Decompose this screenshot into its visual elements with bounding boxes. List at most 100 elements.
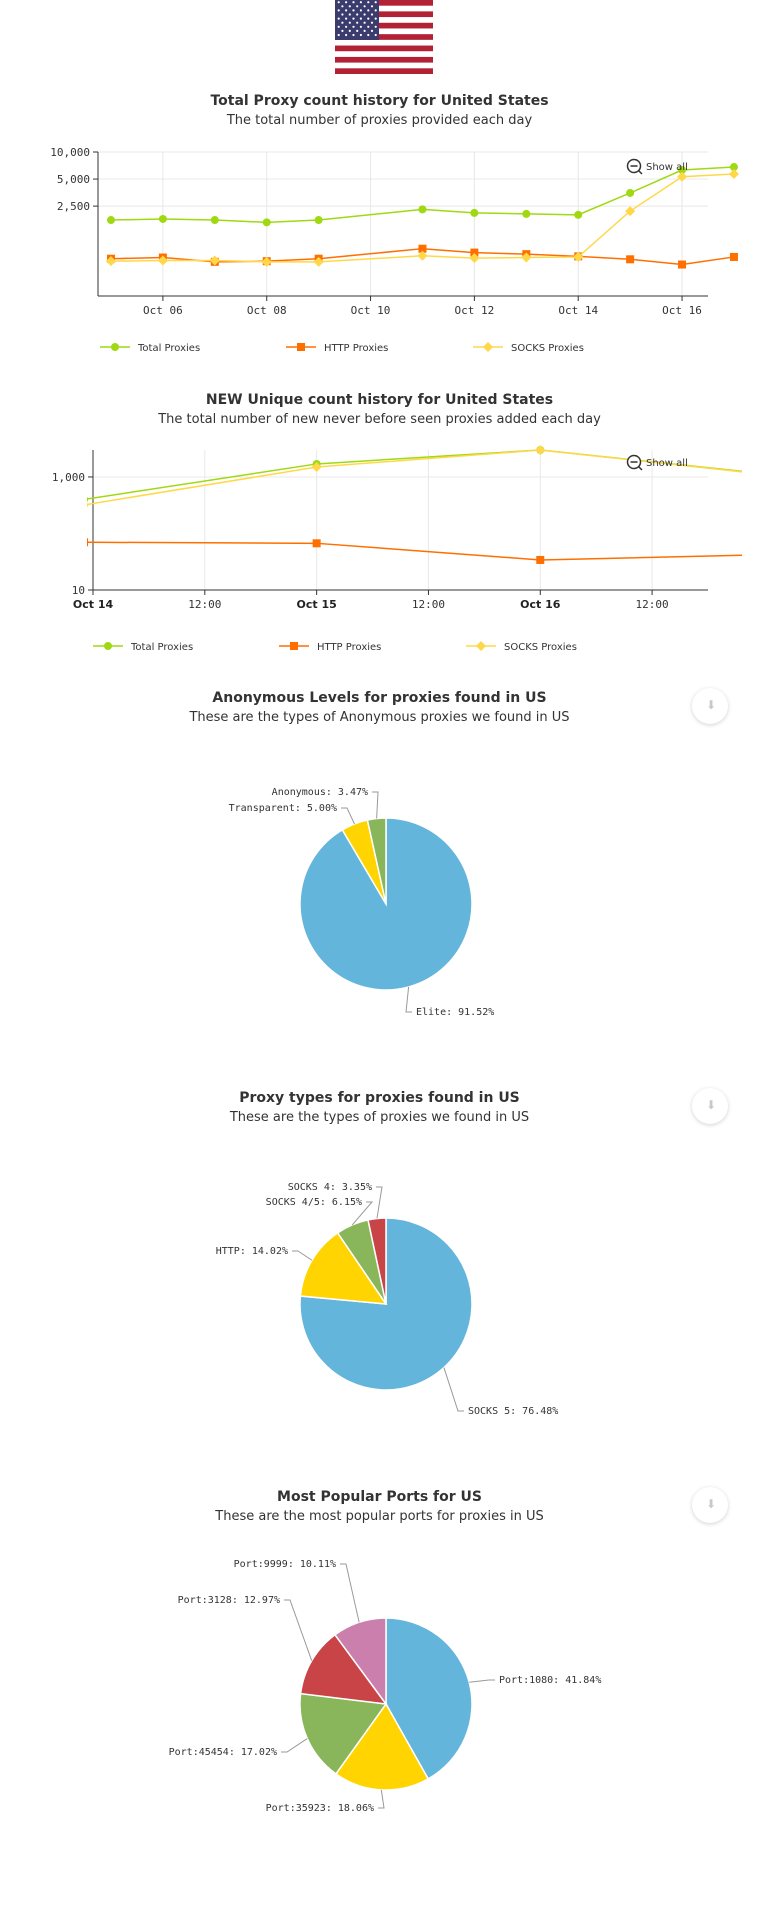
pie-slice-yellow[interactable] bbox=[299, 1231, 388, 1305]
flag-stripe bbox=[335, 5, 433, 12]
flag-star bbox=[359, 17, 362, 20]
pie-connector bbox=[405, 986, 412, 1013]
flag-star bbox=[374, 17, 377, 20]
pie-connector bbox=[341, 807, 355, 825]
pie1-subtitle: These are the types of Anonymous proxies… bbox=[189, 710, 570, 725]
pie-connector bbox=[372, 791, 379, 819]
x-tick-label: Oct 16 bbox=[662, 304, 702, 317]
legend-item-total[interactable]: Total Proxies bbox=[93, 642, 193, 653]
show-all-label: Show all bbox=[646, 162, 688, 173]
total-proxy-line-chart: 10,000 5,000 2,500 Oct 06 Oct 08 Oct 10 Oct 12… bbox=[50, 146, 739, 354]
pie3-download-button[interactable]: ⬇ bbox=[692, 1487, 728, 1523]
flag-star bbox=[367, 33, 370, 37]
data-point-socks bbox=[728, 168, 739, 179]
pie-connector bbox=[376, 1186, 383, 1219]
legend-item-total[interactable]: Total Proxies bbox=[100, 343, 200, 354]
pie-slice-blue[interactable] bbox=[385, 1617, 473, 1780]
flag-star bbox=[345, 1, 348, 4]
flag-star bbox=[352, 17, 355, 20]
flag-stripe bbox=[335, 51, 433, 58]
series-line-socks bbox=[110, 173, 734, 263]
pie2-download-button[interactable]: ⬇ bbox=[692, 1088, 728, 1124]
data-point-total bbox=[158, 214, 167, 223]
data-point-socks bbox=[417, 250, 428, 261]
pie-connector bbox=[378, 1789, 385, 1809]
flag-star bbox=[367, 1, 370, 4]
x-tick-label: Oct 08 bbox=[247, 304, 287, 317]
pie-connector bbox=[281, 1738, 308, 1753]
pie-connector bbox=[292, 1250, 313, 1261]
data-point-http bbox=[418, 244, 427, 253]
flag-star bbox=[374, 9, 377, 12]
pie-slice-yellow[interactable] bbox=[334, 1702, 430, 1791]
data-point-socks bbox=[469, 253, 480, 264]
data-point-total bbox=[314, 216, 323, 225]
data-point-socks bbox=[535, 445, 546, 455]
download-icon: ⬇ bbox=[706, 698, 717, 712]
flag-star bbox=[356, 13, 359, 16]
flag-star bbox=[374, 33, 377, 37]
flag-star bbox=[345, 33, 348, 37]
pie-label: Port:9999: 10.11% bbox=[234, 1559, 336, 1570]
data-point-total bbox=[87, 496, 89, 503]
data-point-total bbox=[106, 216, 115, 225]
flag-stripe bbox=[335, 45, 433, 52]
flag-star bbox=[370, 5, 374, 8]
show-all-button[interactable]: Show all bbox=[626, 454, 688, 471]
data-point-http bbox=[678, 260, 687, 269]
flag-stripe bbox=[335, 56, 433, 63]
flag-star bbox=[359, 33, 362, 37]
pie-slice-pink[interactable] bbox=[333, 1617, 387, 1707]
flag-star bbox=[348, 21, 351, 24]
data-point-total bbox=[678, 166, 687, 175]
data-point-socks bbox=[677, 171, 688, 182]
flag-star bbox=[363, 21, 366, 24]
pie2-title: Proxy types for proxies found in US bbox=[239, 1090, 520, 1106]
y-tick-label: 2,500 bbox=[57, 200, 90, 213]
data-point-total bbox=[262, 218, 271, 227]
flag-star bbox=[341, 5, 344, 8]
y-tick-label: 1,000 bbox=[52, 471, 85, 484]
legend-item-http[interactable]: HTTP Proxies bbox=[279, 642, 381, 653]
data-point-http bbox=[87, 538, 89, 547]
download-icon: ⬇ bbox=[706, 1497, 717, 1511]
flag-star bbox=[341, 29, 344, 32]
flag-star bbox=[348, 29, 351, 32]
flag-star bbox=[352, 33, 355, 37]
flag-star bbox=[356, 21, 359, 24]
pie-label: SOCKS 5: 76.48% bbox=[468, 1406, 558, 1417]
flag-stripe bbox=[335, 0, 433, 6]
legend-label: HTTP Proxies bbox=[317, 642, 381, 653]
legend-item-socks[interactable]: SOCKS Proxies bbox=[466, 641, 577, 653]
x-tick-label: 12:00 bbox=[636, 598, 669, 611]
pie-connector bbox=[284, 1599, 313, 1661]
legend-item-http[interactable]: HTTP Proxies bbox=[286, 343, 388, 354]
pie-slice-green[interactable] bbox=[366, 817, 387, 905]
y-tick-label: 5,000 bbox=[57, 173, 90, 186]
legend-marker bbox=[290, 642, 298, 650]
flag-star bbox=[370, 29, 374, 32]
flag-star bbox=[345, 17, 348, 20]
data-point-socks bbox=[313, 256, 324, 267]
series-line-http bbox=[87, 541, 742, 561]
chart2-title: NEW Unique count history for United Stat… bbox=[205, 392, 554, 408]
plot-area bbox=[87, 445, 742, 564]
flag-star bbox=[337, 25, 340, 28]
x-tick-label: Oct 06 bbox=[143, 304, 183, 317]
legend-marker bbox=[483, 342, 493, 352]
pie-connector bbox=[443, 1367, 464, 1412]
legend-item-socks[interactable]: SOCKS Proxies bbox=[473, 342, 584, 354]
pie-connector bbox=[469, 1679, 495, 1683]
legend-label: SOCKS Proxies bbox=[504, 642, 577, 653]
data-point-http bbox=[312, 539, 321, 548]
flag-star bbox=[337, 17, 340, 20]
flag-stripe bbox=[335, 62, 433, 69]
pie3-title: Most Popular Ports for US bbox=[277, 1489, 482, 1505]
flag-star bbox=[345, 9, 348, 12]
data-point-socks bbox=[625, 206, 636, 217]
legend-marker bbox=[111, 343, 119, 351]
series-line-socks bbox=[87, 449, 742, 506]
pie1-download-button[interactable]: ⬇ bbox=[692, 688, 728, 724]
show-all-button[interactable]: Show all bbox=[626, 158, 688, 175]
